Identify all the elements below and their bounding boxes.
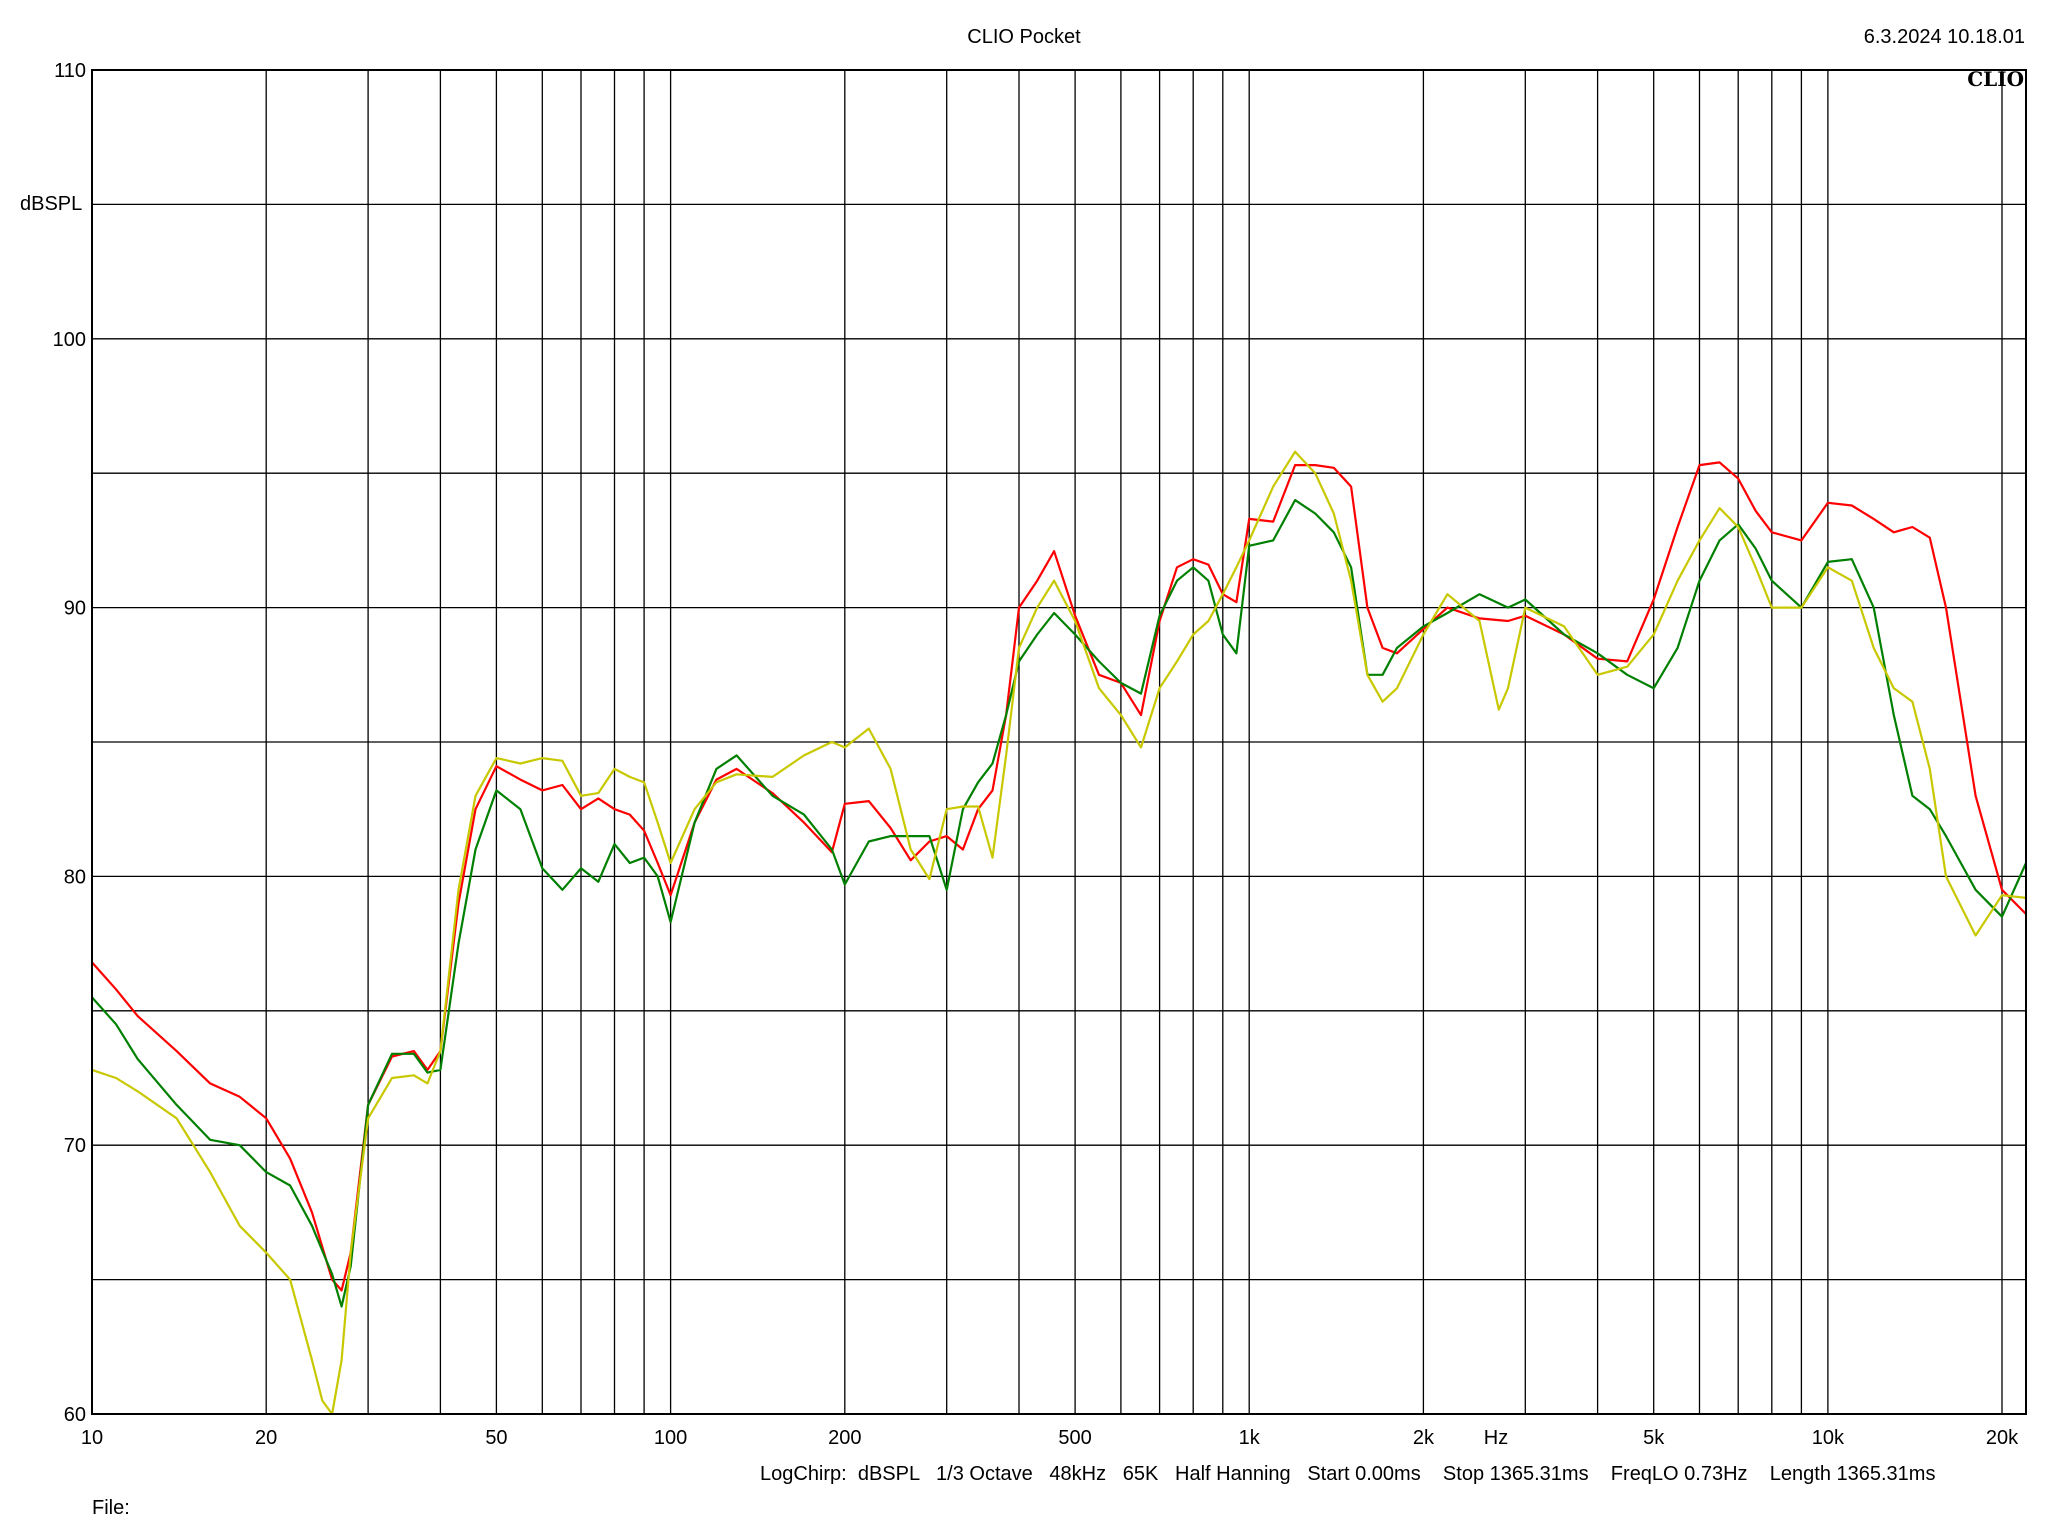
- x-tick-label: 5k: [1643, 1427, 1665, 1449]
- timestamp: 6.3.2024 10.18.01: [1864, 26, 2025, 48]
- series-line-3: [91, 450, 2027, 1416]
- clio-logo: CLIO: [1967, 67, 2024, 91]
- series-layer: [91, 450, 2028, 1416]
- y-tick-label: 60: [64, 1404, 86, 1426]
- x-tick-label: 50: [485, 1427, 507, 1449]
- y-tick-label: 70: [64, 1135, 86, 1157]
- x-tick-label: 10k: [1812, 1427, 1845, 1449]
- x-axis-label: Hz: [1484, 1427, 1508, 1449]
- grid-lines: [92, 70, 2026, 1414]
- plot-frame: [91, 69, 2027, 1415]
- series-line-2: [91, 499, 2028, 1308]
- y-tick-label: 110: [54, 60, 86, 82]
- x-tick-label: 200: [828, 1427, 861, 1449]
- x-tick-label: 10: [81, 1427, 103, 1449]
- y-tick-label: 80: [64, 866, 86, 888]
- measurement-settings: LogChirp: dBSPL 1/3 Octave 48kHz 65K Hal…: [760, 1463, 1935, 1485]
- y-axis-label: dBSPL: [20, 193, 82, 215]
- y-tick-label: 90: [64, 598, 86, 620]
- file-label: File:: [92, 1497, 130, 1519]
- series-line-1: [91, 461, 2027, 1292]
- y-tick-label: 100: [53, 329, 86, 351]
- app-title: CLIO Pocket: [967, 26, 1081, 48]
- x-tick-label: 20: [255, 1427, 277, 1449]
- x-tick-label: 1k: [1239, 1427, 1261, 1449]
- x-tick-label: 2k: [1413, 1427, 1435, 1449]
- x-tick-label: 100: [654, 1427, 687, 1449]
- x-tick-label: 20k: [1986, 1427, 2019, 1449]
- y-axis-tick-labels: 60 70 80 90 100 110: [53, 60, 86, 1426]
- x-axis-tick-labels: 10 20 50 100 200 500 1k 2k 5k 10k 20k: [81, 1427, 2019, 1449]
- x-tick-label: 500: [1058, 1427, 1091, 1449]
